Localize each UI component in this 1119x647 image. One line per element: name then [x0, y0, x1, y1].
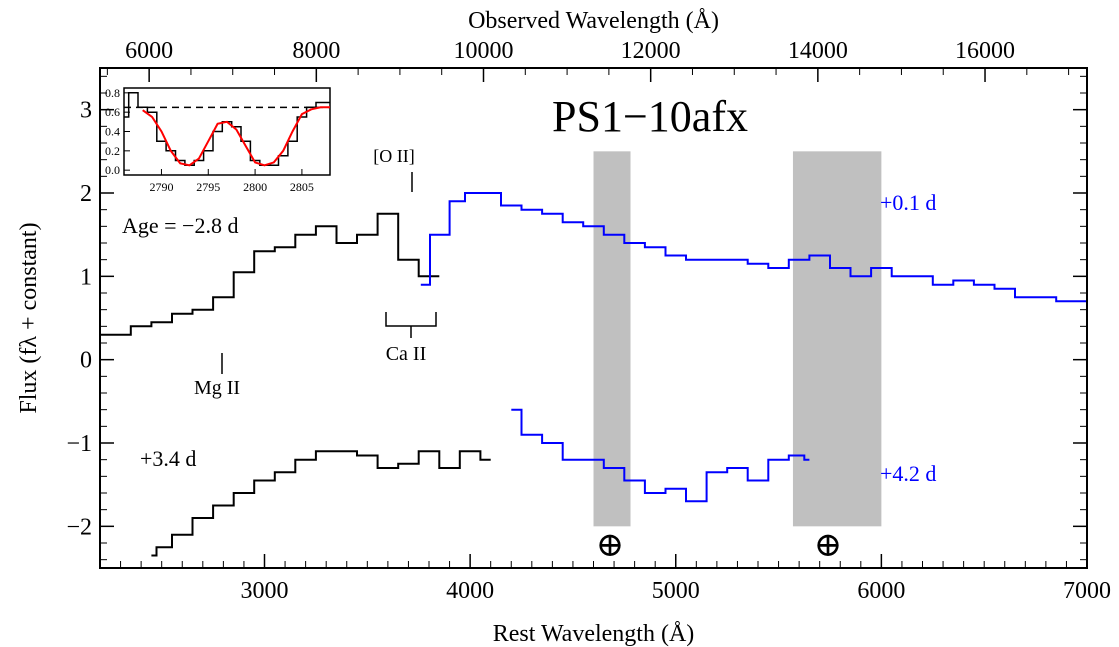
inset-y-tick-label: 0.2 — [105, 144, 120, 158]
spectra-layer — [100, 192, 1087, 557]
y-tick-label: 0 — [80, 348, 92, 374]
y-tick-label: −2 — [66, 514, 92, 540]
x-axis-title-top: Observed Wavelength (Å) — [468, 8, 719, 34]
x-top-tick-label: 14000 — [788, 38, 848, 64]
inset-x-tick-label: 2805 — [290, 180, 314, 194]
spectrum-series-2 — [420, 192, 1087, 303]
telluric-band-1 — [593, 151, 631, 527]
inset-x-tick-label: 2800 — [243, 180, 267, 194]
spectrum-series-4 — [511, 408, 810, 503]
x-tick-label: 7000 — [1063, 578, 1111, 604]
x-tick-label: 3000 — [241, 578, 289, 604]
caii-bracket — [385, 312, 437, 338]
y-tick-label: 1 — [80, 264, 92, 290]
chart-title: PS1−10afx — [552, 92, 748, 141]
spectrum-series-3 — [151, 450, 491, 557]
epoch-label-upper: Age = −2.8 d — [122, 213, 238, 238]
line-label-oii: [O II] — [373, 146, 414, 166]
telluric-symbol-2: ⊕ — [814, 527, 843, 564]
x-top-tick-label: 12000 — [621, 38, 681, 64]
line-label-mgii: Mg II — [194, 377, 240, 399]
telluric-band-2 — [792, 151, 882, 527]
inset-frame — [123, 87, 331, 176]
line-label-caii: Ca II — [386, 343, 427, 365]
axis-ticks: 3000 4000 5000 6000 7000 6000 8000 10000 12000 14… — [66, 38, 1111, 604]
x-tick-label: 5000 — [652, 578, 700, 604]
telluric-symbol-1: ⊕ — [596, 527, 625, 564]
x-axis-title: Rest Wavelength (Å) — [493, 621, 695, 647]
inset-y-tick-label: 0.6 — [105, 105, 120, 119]
inset-x-tick-label: 2795 — [196, 180, 220, 194]
epoch-label-lower: +3.4 d — [140, 446, 196, 471]
x-top-tick-label: 16000 — [955, 38, 1015, 64]
inset-y-tick-label: 0.8 — [105, 86, 120, 100]
inset-y-tick-label: 0.4 — [105, 125, 120, 139]
x-tick-label: 4000 — [446, 578, 494, 604]
inset-x-tick-label: 2790 — [149, 180, 173, 194]
telluric-band-layer — [593, 151, 882, 527]
y-tick-label: 2 — [80, 181, 92, 207]
y-tick-label: 3 — [80, 98, 92, 124]
spectrum-series-1 — [100, 212, 440, 336]
x-top-tick-label: 8000 — [292, 38, 340, 64]
inset-content: 2790 2795 2800 2805 0.0 0.2 0.4 0.6 0.8 — [105, 86, 330, 194]
x-top-tick-label: 6000 — [125, 38, 173, 64]
epoch-label-upper-nir: +0.1 d — [880, 190, 936, 215]
inset-y-tick-label: 0.0 — [105, 163, 120, 177]
inset-series-2 — [142, 106, 330, 167]
inset-mgii-profile: 2790 2795 2800 2805 0.0 0.2 0.4 0.6 0.8 — [105, 86, 331, 194]
y-tick-label: −1 — [66, 431, 92, 457]
x-tick-label: 6000 — [857, 578, 905, 604]
epoch-label-lower-nir: +4.2 d — [880, 461, 936, 486]
x-top-tick-label: 10000 — [453, 38, 513, 64]
y-axis-title: Flux (fλ + constant) — [16, 222, 42, 413]
